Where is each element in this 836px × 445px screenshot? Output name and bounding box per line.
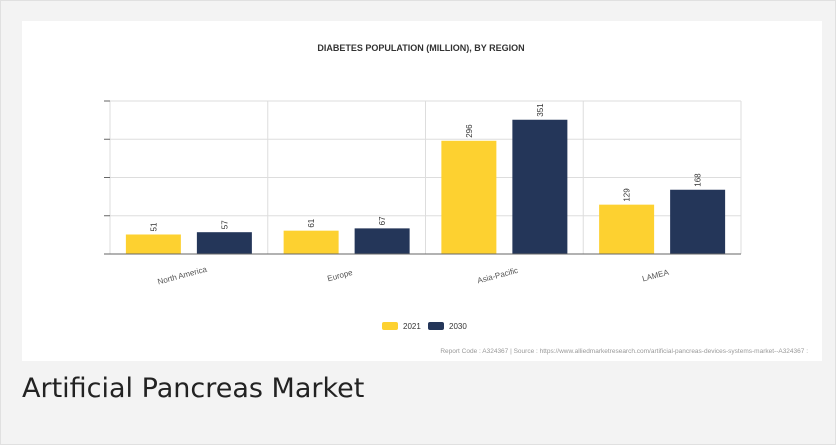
x-tick-label: LAMEA	[641, 268, 670, 284]
source-note: Report Code : A324367 | Source : https:/…	[440, 348, 808, 355]
x-tick-label: Europe	[326, 268, 354, 284]
bar-2021	[441, 140, 497, 254]
data-label: 129	[623, 188, 632, 202]
legend-label: 2030	[449, 322, 467, 331]
legend-label: 2021	[403, 322, 421, 331]
bar-2021	[599, 204, 655, 254]
bar-2030	[670, 189, 726, 254]
legend-swatch	[428, 322, 444, 330]
data-label: 168	[694, 173, 703, 187]
bar-chart: DIABETES POPULATION (MILLION), BY REGION…	[104, 43, 808, 355]
figure-caption: Artificial Pancreas Market	[22, 373, 365, 404]
chart-title: DIABETES POPULATION (MILLION), BY REGION	[317, 43, 524, 53]
legend-swatch	[382, 322, 398, 330]
data-label: 351	[536, 103, 545, 117]
bars	[125, 119, 726, 255]
data-label: 67	[378, 216, 387, 225]
legend: 2021 2030	[382, 322, 467, 331]
bar-2030	[354, 228, 410, 254]
data-label: 51	[149, 222, 158, 231]
data-labels: 51 57 61 67 296 351 129 168	[149, 103, 702, 232]
bar-2030	[512, 119, 568, 255]
x-tick-label: Asia-Pacific	[476, 266, 519, 286]
data-label: 296	[465, 124, 474, 138]
bar-2021	[283, 230, 339, 254]
chart-panel: DIABETES POPULATION (MILLION), BY REGION…	[22, 21, 822, 361]
x-tick-label: North America	[157, 265, 209, 287]
bar-2030	[196, 232, 252, 254]
data-label: 57	[220, 220, 229, 229]
x-axis: North America Europe Asia-Pacific LAMEA	[104, 100, 741, 287]
data-label: 61	[307, 218, 316, 227]
bar-2021	[125, 234, 181, 254]
